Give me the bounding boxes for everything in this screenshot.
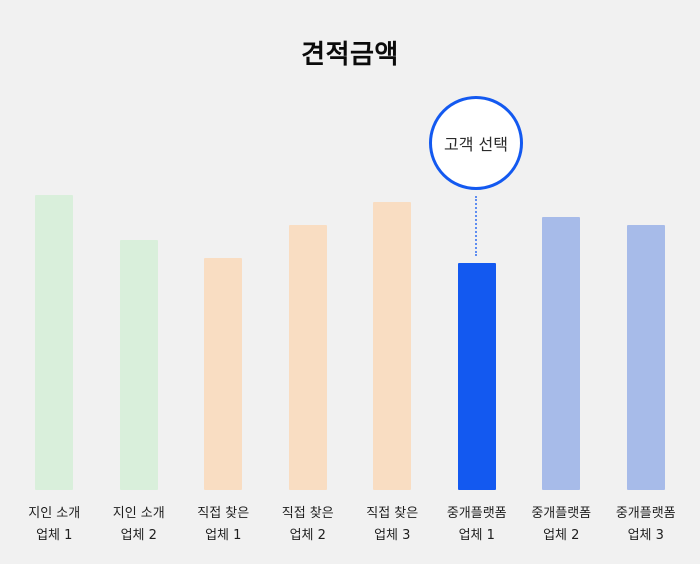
bar-label-line2: 업체 2 [543,528,580,543]
bar-label-line2: 업체 2 [289,528,326,543]
bar-group: 중개플랫폼 업체 3 [604,0,689,564]
bar-label-line2: 업체 3 [627,528,664,543]
bar-label-line1: 중개플랫폼 [615,506,676,521]
bar-group-highlighted: 중개플랫폼 업체 1 [435,0,520,564]
bar-group: 직접 찾은 업체 3 [350,0,435,564]
bar-group: 중개플랫폼 업체 2 [519,0,604,564]
bar-label-line1: 직접 찾은 [366,506,419,521]
annotation-bubble: 고객 선택 [429,96,523,190]
bar-label: 직접 찾은 업체 2 [282,490,334,564]
bar-label-line2: 업체 2 [120,528,157,543]
bar-group: 직접 찾은 업체 1 [181,0,266,564]
bar-label: 중개플랫폼 업체 3 [616,490,676,564]
bar-label-line2: 업체 3 [374,528,411,543]
bar[interactable] [119,240,158,490]
bar-label: 지인 소개 업체 1 [28,490,80,564]
bar-label-line1: 지인 소개 [112,506,165,521]
bar[interactable] [373,202,412,490]
bar-label: 중개플랫폼 업체 1 [447,490,507,564]
bar[interactable] [204,258,243,490]
bar-group: 지인 소개 업체 2 [97,0,182,564]
bar-label-line2: 업체 1 [205,528,242,543]
chart-title: 견적금액 [301,40,399,70]
bar-label: 직접 찾은 업체 3 [366,490,418,564]
bar-label-line1: 중개플랫폼 [531,506,592,521]
bar-label: 중개플랫폼 업체 2 [531,490,591,564]
bar-label-line1: 지인 소개 [28,506,81,521]
bar-label-line2: 업체 1 [458,528,495,543]
annotation-connector-line [475,196,477,256]
bar-label: 지인 소개 업체 2 [113,490,165,564]
bar[interactable] [542,217,581,490]
bar-group: 직접 찾은 업체 2 [266,0,351,564]
bar-label-line1: 직접 찾은 [281,506,334,521]
bar-label-line2: 업체 1 [36,528,73,543]
bar-label: 직접 찾은 업체 1 [197,490,249,564]
bar-label-line1: 직접 찾은 [197,506,250,521]
bar-label-line1: 중개플랫폼 [446,506,507,521]
bar-group: 지인 소개 업체 1 [12,0,97,564]
annotation-label: 고객 선택 [444,135,508,154]
bar-highlighted[interactable] [457,263,496,490]
bar[interactable] [35,195,74,490]
bar[interactable] [288,225,327,490]
bar[interactable] [626,225,665,490]
